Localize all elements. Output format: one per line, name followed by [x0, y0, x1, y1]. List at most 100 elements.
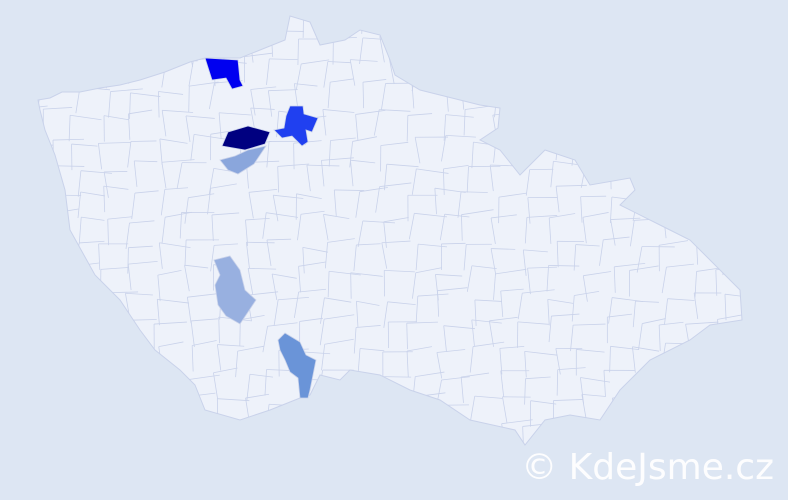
district-highlight[interactable] [221, 125, 271, 151]
district-border [268, 425, 298, 429]
district-border [329, 270, 361, 276]
district-border [298, 424, 332, 430]
district-border [266, 141, 270, 168]
district-border [157, 298, 190, 304]
district-highlight[interactable] [273, 105, 319, 147]
district-border [572, 85, 600, 90]
district-border [38, 30, 42, 37]
district-border [415, 296, 419, 323]
district-border [218, 317, 220, 344]
district-border [637, 194, 663, 198]
district-border [472, 341, 505, 347]
district-border [129, 92, 131, 119]
district-border [38, 456, 42, 482]
district-border [348, 421, 351, 445]
district-border [131, 428, 159, 431]
district-border [522, 289, 555, 294]
district-border [415, 6, 441, 9]
district-border [72, 353, 98, 359]
district-border [556, 184, 587, 187]
district-border [471, 265, 497, 270]
district-border [100, 399, 105, 426]
district-border [186, 379, 192, 406]
district-border [577, 420, 607, 425]
district-border [48, 5, 80, 6]
district-border [221, 34, 225, 62]
district-border [661, 267, 667, 294]
district-border [414, 137, 421, 164]
district-border [47, 317, 51, 344]
district-border [495, 268, 527, 275]
district-border [464, 67, 468, 94]
district-border [474, 395, 503, 399]
district-border [493, 273, 496, 300]
district-border [46, 38, 50, 65]
district-border [519, 89, 546, 94]
district-highlight[interactable] [204, 57, 244, 90]
district-border [614, 262, 646, 268]
district-border [39, 374, 44, 401]
district-border [12, 318, 14, 344]
district-border [629, 220, 635, 247]
district-border [494, 448, 495, 474]
district-border [580, 196, 583, 223]
district-border [218, 112, 222, 139]
district-border [569, 16, 576, 40]
district-border [415, 267, 442, 274]
district-border [13, 109, 17, 135]
district-border [242, 8, 266, 12]
district-border [599, 239, 604, 266]
district-border [743, 82, 768, 84]
district-border [436, 38, 463, 44]
district-border [327, 61, 351, 64]
district-border [542, 119, 548, 146]
district-border [275, 16, 278, 36]
district-border [50, 65, 81, 68]
district-border [554, 57, 559, 84]
district-border [721, 194, 742, 197]
district-border [15, 82, 17, 108]
district-border [465, 39, 467, 66]
district-border [500, 288, 524, 292]
district-border [572, 85, 579, 112]
district-border [159, 242, 191, 249]
district-border [16, 220, 18, 246]
district-border [38, 105, 48, 110]
district-border [19, 143, 23, 169]
district-border [550, 84, 556, 112]
district-highlight[interactable] [213, 255, 257, 325]
district-border [462, 449, 466, 475]
district-border [98, 243, 101, 270]
district-border [269, 58, 298, 61]
district-border [608, 297, 613, 324]
district-border [108, 91, 111, 118]
district-border [743, 0, 772, 4]
district-border [161, 159, 195, 163]
district-highlight[interactable] [219, 145, 267, 175]
district-border [549, 213, 576, 219]
district-border [379, 36, 385, 63]
district-border [43, 241, 46, 268]
district-border [297, 428, 303, 445]
district-border [157, 91, 160, 118]
district-border [125, 353, 129, 380]
district-border [389, 57, 413, 62]
district-border [681, 398, 687, 425]
district-border [328, 140, 331, 167]
district-border [247, 291, 279, 296]
district-border [612, 109, 615, 137]
district-border [125, 351, 150, 355]
district-border [350, 59, 378, 62]
district-border [318, 446, 322, 472]
district-border [273, 194, 304, 199]
district-border [321, 16, 325, 31]
district-border [110, 292, 116, 319]
district-border [350, 160, 354, 187]
district-border [603, 370, 606, 397]
district-border [640, 88, 644, 115]
district-border [79, 296, 82, 323]
district-border [610, 345, 640, 350]
district-highlight[interactable] [277, 332, 317, 399]
district-border [97, 344, 100, 371]
district-border [163, 395, 194, 398]
